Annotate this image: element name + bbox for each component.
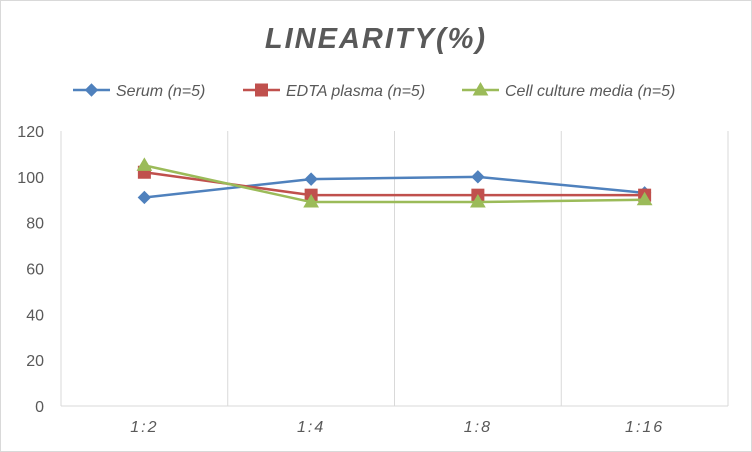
data-point-marker bbox=[304, 172, 318, 186]
chart-title: LINEARITY(%) bbox=[265, 23, 487, 55]
legend-label: EDTA plasma (n=5) bbox=[286, 83, 425, 100]
data-point-marker bbox=[636, 191, 653, 206]
y-tick-label: 100 bbox=[17, 170, 44, 187]
data-point-marker bbox=[471, 170, 485, 184]
legend-label: Serum (n=5) bbox=[116, 83, 205, 100]
data-point-marker bbox=[303, 194, 319, 208]
x-tick-label: 1:2 bbox=[130, 419, 158, 436]
series-line bbox=[144, 164, 645, 204]
legend-label: Cell culture media (n=5) bbox=[505, 83, 675, 100]
gridlines bbox=[60, 131, 729, 406]
y-tick-label: 60 bbox=[26, 262, 44, 279]
legend: Serum (n=5) EDTA plasma (n=5) Cell culture… bbox=[73, 82, 675, 100]
data-point-marker bbox=[137, 190, 152, 205]
data-point-marker bbox=[136, 157, 153, 171]
legend-marker-swatch bbox=[472, 82, 489, 96]
legend-item: Cell culture media (n=5) bbox=[462, 82, 675, 100]
y-tick-label: 120 bbox=[17, 124, 44, 141]
y-tick-label: 0 bbox=[35, 399, 44, 416]
x-tick-label: 1:4 bbox=[297, 419, 325, 436]
y-tick-label: 80 bbox=[26, 216, 44, 233]
series-group bbox=[136, 157, 653, 208]
data-point-marker bbox=[470, 194, 486, 208]
y-tick-label: 20 bbox=[26, 353, 44, 370]
legend-marker-swatch bbox=[84, 83, 99, 97]
series bbox=[136, 157, 653, 208]
legend-item: EDTA plasma (n=5) bbox=[243, 83, 425, 100]
x-tick-label: 1:16 bbox=[625, 419, 664, 436]
legend-marker-swatch bbox=[255, 83, 268, 97]
x-axis-ticks: 1:2 1:4 1:8 1:16 bbox=[130, 419, 664, 436]
x-tick-label: 1:8 bbox=[464, 419, 492, 436]
y-tick-label: 40 bbox=[26, 307, 44, 324]
series-line bbox=[144, 175, 645, 199]
y-axis-ticks: 0 20 40 60 80 100 120 bbox=[17, 124, 44, 416]
legend-item: Serum (n=5) bbox=[73, 83, 205, 100]
